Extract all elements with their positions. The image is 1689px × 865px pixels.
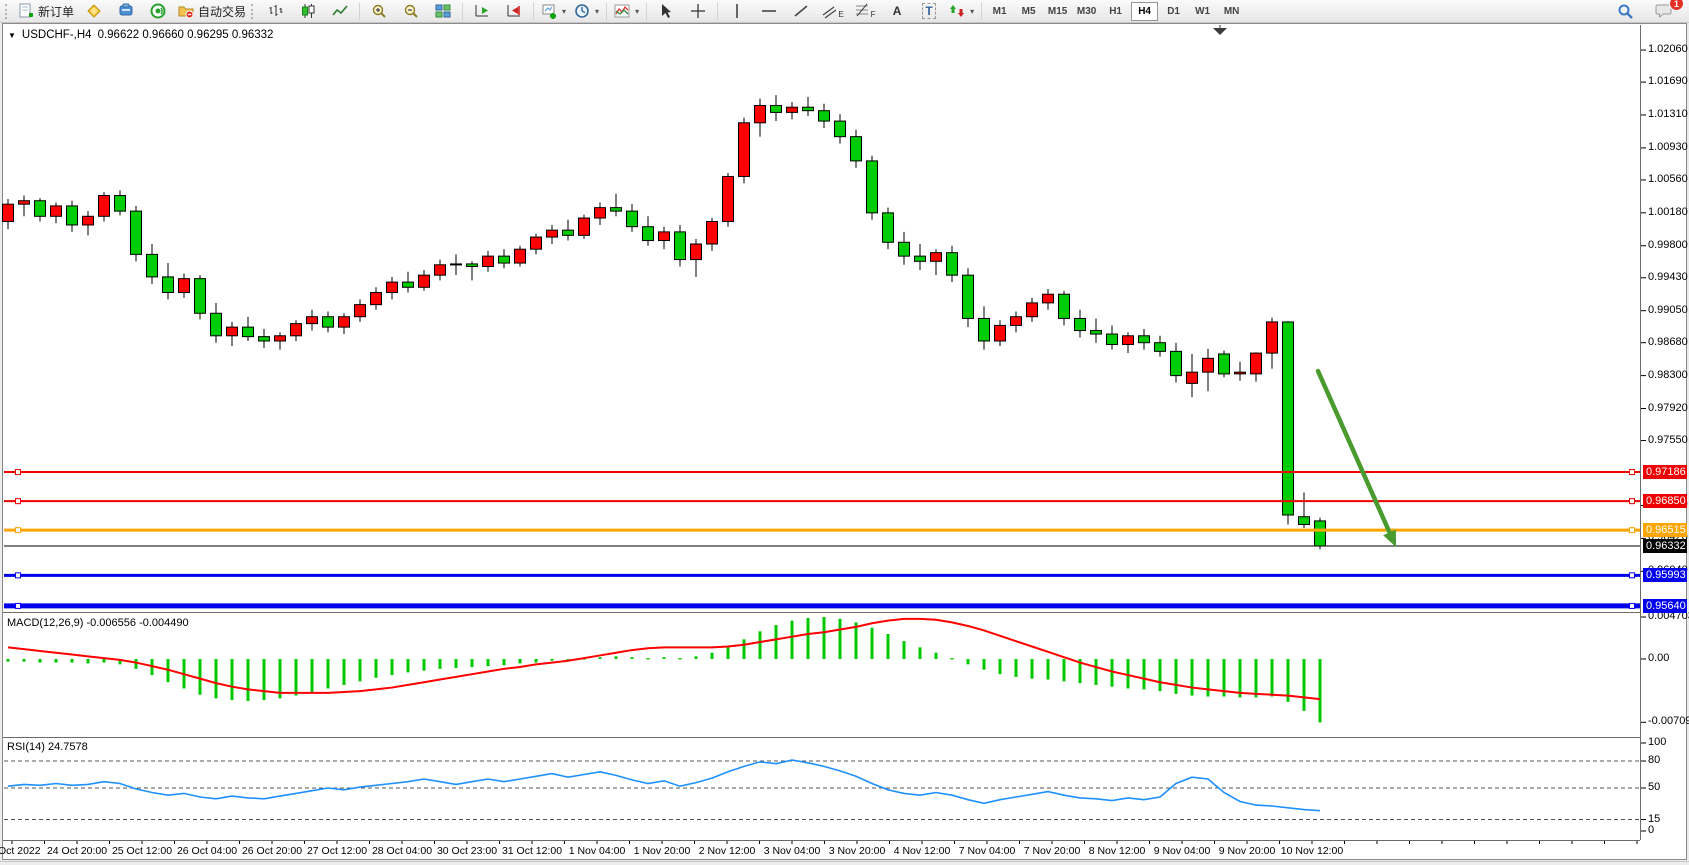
dropdown-arrow-icon: ▾ bbox=[562, 6, 567, 16]
timeframe-button-W1[interactable]: W1 bbox=[1195, 5, 1211, 17]
line-chart-icon bbox=[332, 5, 348, 16]
timeframe-group: M1 M5 M15 M30 H1 H4 D1 W1 MN bbox=[985, 1, 1246, 21]
bar-chart-button[interactable] bbox=[260, 0, 292, 22]
price-axis-border bbox=[1640, 25, 1641, 840]
tile-windows-icon bbox=[435, 4, 451, 18]
timeframe-button-D1[interactable]: D1 bbox=[1167, 5, 1180, 17]
zoom-in-icon bbox=[372, 4, 386, 18]
main-macd-separator[interactable] bbox=[3, 612, 1640, 613]
timeframe-button-H4[interactable]: H4 bbox=[1131, 1, 1159, 21]
candlestick-icon bbox=[302, 4, 315, 18]
new-order-label: 新订单 bbox=[38, 4, 75, 19]
zoom-out-icon bbox=[404, 4, 418, 18]
crosshair-tool-button[interactable] bbox=[682, 0, 714, 22]
label-tool-button[interactable]: T bbox=[913, 0, 945, 22]
vertical-line-icon bbox=[736, 4, 738, 18]
toolbar-grip[interactable] bbox=[251, 3, 257, 19]
cursor-icon bbox=[662, 4, 672, 18]
toolbar-separator bbox=[462, 2, 464, 20]
dropdown-arrow-icon: ▾ bbox=[635, 6, 640, 16]
macd-rsi-separator[interactable] bbox=[3, 737, 1640, 738]
fibonacci-icon bbox=[855, 3, 868, 17]
toolbar-right-icons: 1 bbox=[1609, 0, 1685, 22]
notification-badge: 1 bbox=[1669, 0, 1684, 11]
status-bar bbox=[0, 861, 1689, 865]
signals-button[interactable] bbox=[142, 0, 174, 22]
indicators-button[interactable]: ▾ bbox=[610, 0, 643, 22]
crosshair-icon bbox=[691, 4, 706, 18]
toolbar-separator bbox=[359, 2, 361, 20]
chart-title-ohlc: 0.96622 0.96660 0.96295 0.96332 bbox=[97, 29, 274, 41]
toolbar-separator bbox=[606, 2, 608, 20]
dropdown-arrow-icon: ▾ bbox=[595, 6, 600, 16]
market-icon bbox=[119, 3, 133, 16]
search-icon bbox=[1618, 4, 1633, 19]
zoom-out-button[interactable] bbox=[395, 0, 427, 22]
new-order-button[interactable]: 新订单 bbox=[14, 0, 78, 22]
fibonacci-tool-button[interactable]: F bbox=[849, 0, 881, 22]
text-tool-button[interactable]: A bbox=[881, 0, 913, 22]
search-button[interactable] bbox=[1609, 0, 1641, 22]
history-center-button[interactable] bbox=[78, 0, 110, 22]
toolbar-separator bbox=[981, 2, 983, 20]
chart-title-symbol: USDCHF-,H4 bbox=[21, 29, 92, 41]
horizontal-line-tool-button[interactable] bbox=[753, 0, 785, 22]
channel-sub-label: E bbox=[838, 9, 844, 19]
toolbar-separator bbox=[717, 2, 719, 20]
new-chart-button[interactable]: ▾ bbox=[537, 0, 570, 22]
chart-shift-button[interactable] bbox=[498, 0, 530, 22]
macd-indicator-label: MACD(12,26,9) -0.006556 -0.004490 bbox=[7, 617, 189, 629]
timeframe-button-M15[interactable]: M15 bbox=[1047, 5, 1068, 17]
timeframe-button-MN[interactable]: MN bbox=[1223, 5, 1240, 17]
timeframe-button-M5[interactable]: M5 bbox=[1021, 5, 1036, 17]
arrow-objects-icon bbox=[950, 5, 965, 17]
periods-button[interactable]: ▾ bbox=[570, 0, 603, 22]
toolbar-grip[interactable] bbox=[5, 3, 11, 19]
rsi-indicator-label: RSI(14) 24.7578 bbox=[7, 741, 88, 753]
chart-shift-icon bbox=[507, 5, 521, 17]
trendline-icon bbox=[794, 5, 808, 17]
equidistant-channel-icon bbox=[823, 6, 837, 19]
timeframe-button-M1[interactable]: M1 bbox=[992, 5, 1007, 17]
zoom-in-button[interactable] bbox=[363, 0, 395, 22]
auto-scroll-button[interactable] bbox=[466, 0, 498, 22]
autotrading-label: 自动交易 bbox=[198, 4, 247, 19]
text-tool-icon: A bbox=[892, 4, 902, 18]
time-axis-border bbox=[3, 840, 1640, 841]
trendline-tool-button[interactable] bbox=[785, 0, 817, 22]
indicators-icon bbox=[614, 4, 630, 18]
timeframe-button-M30[interactable]: M30 bbox=[1076, 5, 1097, 17]
autotrading-icon bbox=[178, 6, 194, 19]
signals-icon bbox=[150, 3, 166, 19]
horizontal-line-icon bbox=[762, 10, 777, 12]
dropdown-arrow-icon: ▾ bbox=[970, 6, 975, 16]
auto-scroll-icon bbox=[475, 5, 489, 17]
tile-windows-button[interactable] bbox=[427, 0, 459, 22]
new-chart-icon bbox=[542, 4, 557, 19]
gold-icon bbox=[87, 4, 101, 18]
bar-chart-icon bbox=[269, 5, 283, 16]
chart-title: ▼ USDCHF-,H4 0.96622 0.96660 0.96295 0.9… bbox=[8, 29, 273, 41]
timeframe-button-H1[interactable]: H1 bbox=[1109, 5, 1122, 17]
autotrading-button[interactable]: 自动交易 bbox=[174, 0, 250, 22]
toolbar-separator bbox=[646, 2, 648, 20]
candlestick-chart-button[interactable] bbox=[292, 0, 324, 22]
chart-window[interactable] bbox=[2, 23, 1687, 860]
new-order-icon bbox=[19, 3, 33, 18]
fibonacci-sub-label: F bbox=[870, 9, 876, 19]
market-button[interactable] bbox=[110, 0, 142, 22]
line-chart-button[interactable] bbox=[324, 0, 356, 22]
channel-tool-button[interactable]: E bbox=[817, 0, 849, 22]
cursor-tool-button[interactable] bbox=[650, 0, 682, 22]
clock-icon bbox=[575, 4, 589, 18]
collapse-arrow-icon[interactable]: ▼ bbox=[8, 30, 16, 40]
toolbar-separator bbox=[533, 2, 535, 20]
label-tool-icon: T bbox=[922, 3, 936, 19]
vertical-line-tool-button[interactable] bbox=[721, 0, 753, 22]
notifications-button[interactable]: 1 bbox=[1647, 0, 1684, 22]
arrows-tool-button[interactable]: ▾ bbox=[945, 0, 978, 22]
toolbar: 新订单 bbox=[0, 0, 1689, 23]
